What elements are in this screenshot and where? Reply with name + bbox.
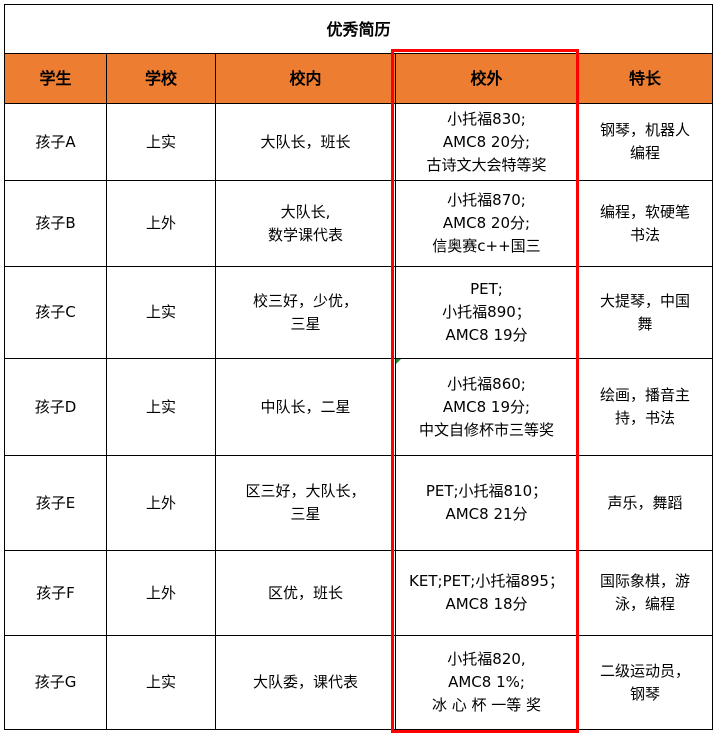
- cell-specialty: 大提琴，中国 舞: [577, 266, 713, 359]
- cell-student: 孩子F: [4, 550, 107, 636]
- header-specialty: 特长: [577, 53, 713, 104]
- cell-out-of-school: KET;PET;小托福895； AMC8 18分: [395, 550, 578, 636]
- header-school: 学校: [106, 53, 216, 104]
- cell-specialty: 钢琴，机器人 编程: [577, 103, 713, 181]
- table-row: 孩子C 上实 校三好，少优， 三星 PET; 小托福890； AMC8 19分 大提琴，…: [4, 266, 713, 359]
- cell-school: 上实: [106, 358, 216, 456]
- cell-specialty: 编程，软硬笔 书法: [577, 180, 713, 267]
- table-title: 优秀简历: [4, 4, 713, 54]
- cell-out-of-school: 小托福830; AMC8 20分; 古诗文大会特等奖: [395, 103, 578, 181]
- header-student: 学生: [4, 53, 107, 104]
- cell-school: 上实: [106, 266, 216, 359]
- cell-school: 上外: [106, 180, 216, 267]
- header-out-of-school: 校外: [395, 53, 578, 104]
- table-row: 孩子A 上实 大队长，班长 小托福830; AMC8 20分; 古诗文大会特等奖 钢琴，…: [4, 103, 713, 181]
- table-row: 孩子G 上实 大队委，课代表 小托福820, AMC8 1%; 冰 心 杯 一等 奖二…: [4, 635, 713, 730]
- cell-student: 孩子B: [4, 180, 107, 267]
- cell-in-school: 大队委，课代表: [215, 635, 396, 730]
- table-row: 孩子E 上外 区三好，大队长， 三星 PET;小托福810； AMC8 21分 声乐，舞…: [4, 455, 713, 551]
- comment-indicator: [396, 359, 401, 364]
- table-row: 孩子D 上实 中队长，二星 小托福860; AMC8 19分; 中文自修杯市三等奖 绘画…: [4, 358, 713, 456]
- cell-student: 孩子D: [4, 358, 107, 456]
- table-row: 孩子F 上外 区优，班长 KET;PET;小托福895； AMC8 18分 国际象棋，游…: [4, 550, 713, 636]
- cell-in-school: 大队长，班长: [215, 103, 396, 181]
- cell-school: 上实: [106, 103, 216, 181]
- cell-in-school: 中队长，二星: [215, 358, 396, 456]
- cell-out-of-school: PET; 小托福890； AMC8 19分: [395, 266, 578, 359]
- cell-specialty: 二级运动员， 钢琴: [577, 635, 713, 730]
- header-row: 学生 学校 校内 校外 特长: [4, 53, 713, 104]
- cell-student: 孩子C: [4, 266, 107, 359]
- cell-school: 上外: [106, 550, 216, 636]
- cell-out-of-school: 小托福870; AMC8 20分; 信奥赛c++国三: [395, 180, 578, 267]
- cell-school: 上实: [106, 635, 216, 730]
- table-row: 孩子B 上外 大队长, 数学课代表 小托福870; AMC8 20分; 信奥赛c++国…: [4, 180, 713, 267]
- cell-in-school: 校三好，少优， 三星: [215, 266, 396, 359]
- cell-specialty: 绘画，播音主 持，书法: [577, 358, 713, 456]
- cell-student: 孩子A: [4, 103, 107, 181]
- cell-specialty: 国际象棋，游 泳，编程: [577, 550, 713, 636]
- cell-in-school: 区优，班长: [215, 550, 396, 636]
- cell-out-of-school: 小托福820, AMC8 1%; 冰 心 杯 一等 奖: [395, 635, 578, 730]
- cell-student: 孩子E: [4, 455, 107, 551]
- cell-in-school: 区三好，大队长， 三星: [215, 455, 396, 551]
- cell-in-school: 大队长, 数学课代表: [215, 180, 396, 267]
- cell-out-of-school: 小托福860; AMC8 19分; 中文自修杯市三等奖: [395, 358, 578, 456]
- resume-table: 优秀简历 学生 学校 校内 校外 特长 孩子A 上实 大队长，班长 小托福830; A…: [4, 4, 713, 730]
- cell-out-of-school: PET;小托福810； AMC8 21分: [395, 455, 578, 551]
- cell-school: 上外: [106, 455, 216, 551]
- header-in-school: 校内: [215, 53, 396, 104]
- cell-student: 孩子G: [4, 635, 107, 730]
- cell-specialty: 声乐，舞蹈: [577, 455, 713, 551]
